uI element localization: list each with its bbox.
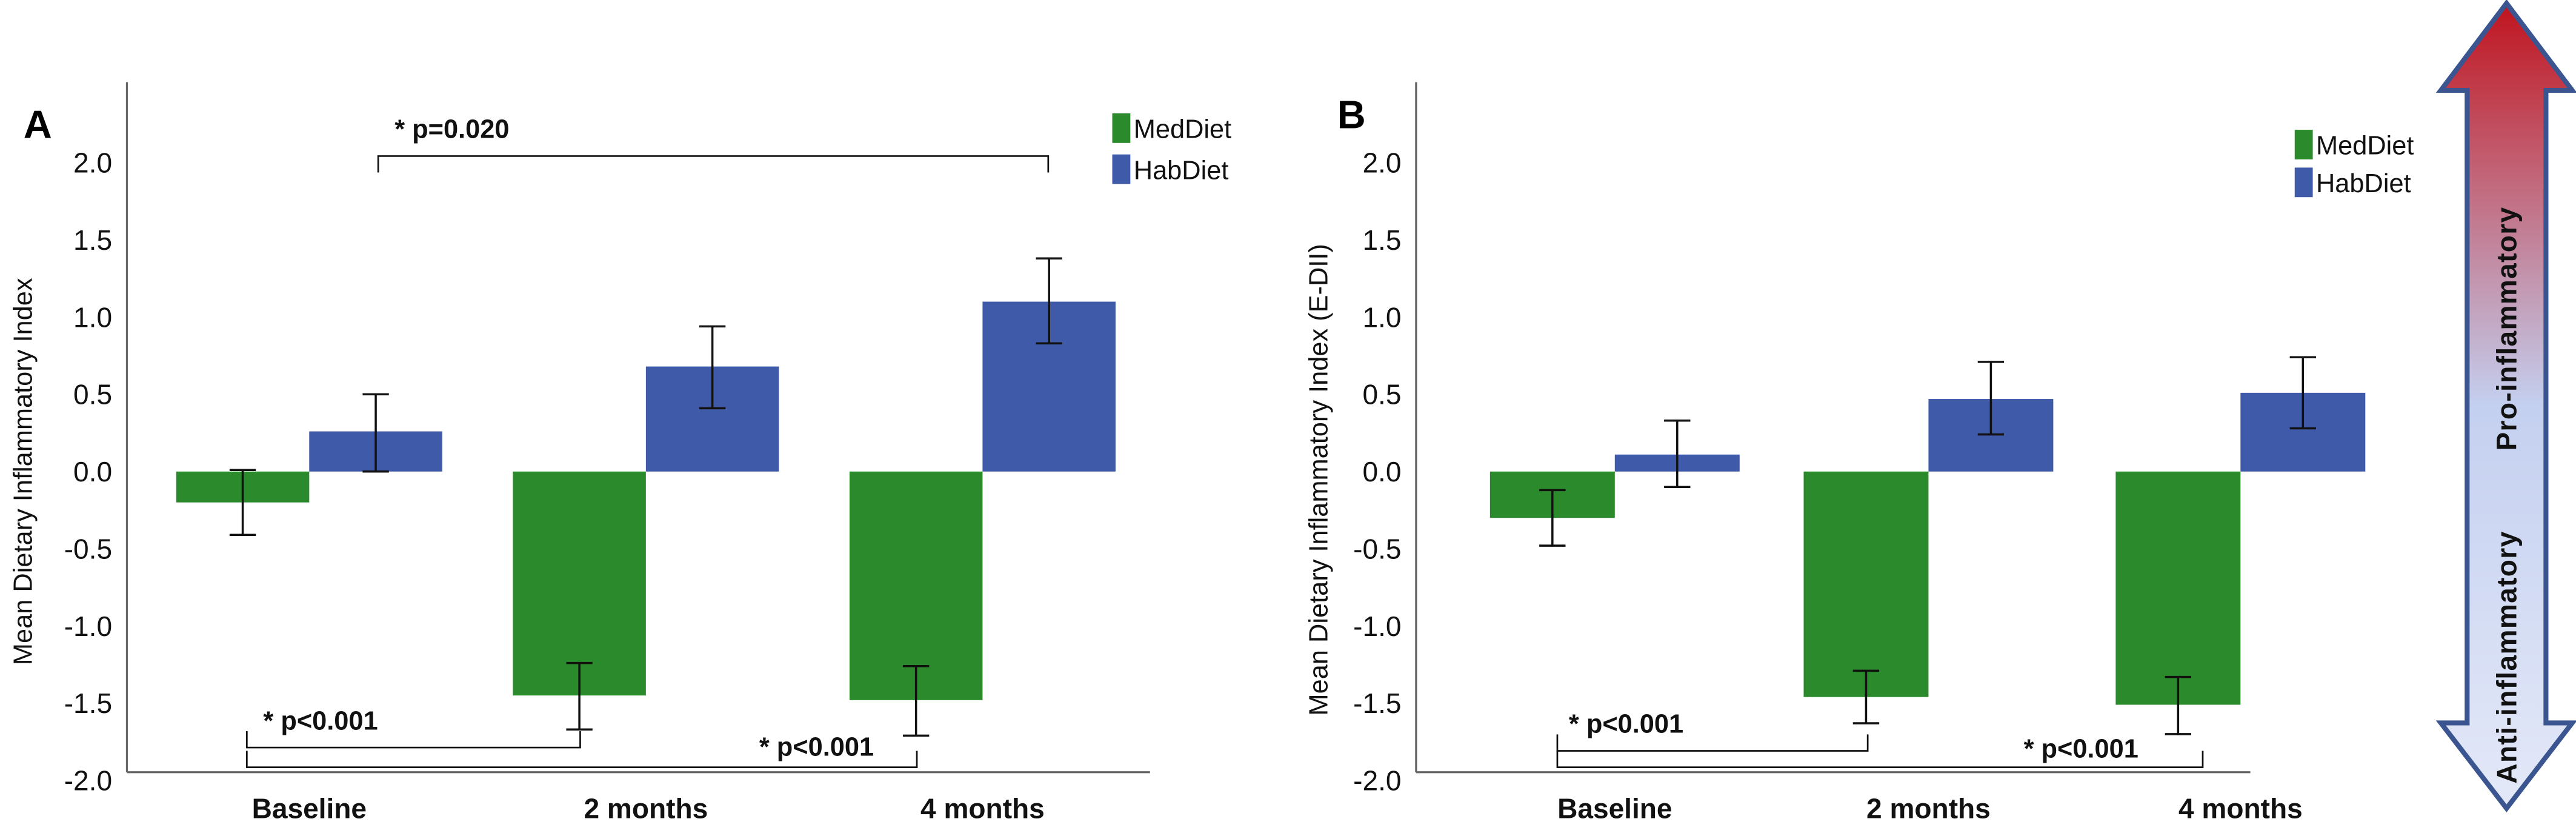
y-tick-label: -1.5: [64, 687, 112, 719]
y-tick-label: 1.5: [73, 224, 112, 256]
bar-meddiet-1: [1803, 471, 1929, 697]
significance-bracket: [377, 155, 1050, 173]
panel-a-y-axis-label: Mean Dietary Inflammatory Index: [8, 278, 38, 665]
pro-inflammatory-label: Pro-inflammatory: [2491, 206, 2523, 450]
panel-b-label: B: [1337, 92, 1366, 136]
y-tick-label: 0.5: [73, 379, 112, 410]
y-tick-label: -2.0: [64, 765, 112, 797]
y-tick-label: -1.5: [1353, 687, 1401, 719]
legend-swatch-meddiet: [1112, 113, 1131, 143]
x-category-label: 4 months: [2178, 793, 2303, 825]
y-tick-label: 1.0: [1362, 301, 1401, 333]
y-tick-label: -0.5: [1353, 533, 1401, 564]
panel-a-chart: A Mean Dietary Inflammatory Index 2.0 1.5…: [8, 82, 1231, 825]
x-category-label: 2 months: [584, 793, 708, 825]
x-category-label: 4 months: [920, 793, 1045, 825]
significance-bracket: [245, 751, 918, 768]
panel-b-chart: B Mean Dietary Inflammatory Index (E-DII…: [1305, 82, 2414, 825]
legend-swatch-habdiet: [1112, 154, 1131, 184]
panel-b-y-axis-label: Mean Dietary Inflammatory Index (E-DII): [1305, 244, 1334, 715]
significance-bracket: [245, 731, 581, 749]
y-tick-label: 0.0: [73, 456, 112, 487]
bar-meddiet-1: [513, 471, 646, 696]
y-tick-label: -1.0: [1353, 611, 1401, 642]
legend-label-meddiet: MedDiet: [1134, 115, 1231, 144]
y-tick-label: 0.0: [1362, 456, 1401, 487]
bar-meddiet-2: [2115, 471, 2241, 705]
inflammatory-scale-arrow: Pro-inflammatory Anti-inflammatory: [2435, 0, 2576, 813]
significance-annotation: * p<0.001: [759, 733, 874, 762]
significance-annotation: * p<0.001: [2024, 734, 2138, 763]
significance-annotation: * p<0.001: [263, 706, 378, 735]
x-category-label: Baseline: [1557, 793, 1672, 825]
y-tick-label: 1.5: [1362, 224, 1401, 256]
significance-annotation: * p=0.020: [394, 115, 509, 144]
x-category-label: 2 months: [1866, 793, 1991, 825]
y-tick-label: 2.0: [73, 147, 112, 179]
significance-bracket: [1556, 734, 1869, 752]
legend-label-habdiet: HabDiet: [2316, 169, 2411, 198]
legend-label-habdiet: HabDiet: [1134, 156, 1229, 185]
y-tick-label: -0.5: [64, 533, 112, 564]
legend-swatch-habdiet: [2294, 167, 2313, 198]
bar-meddiet-2: [849, 471, 983, 700]
x-category-label: Baseline: [252, 793, 367, 825]
y-tick-label: -2.0: [1353, 765, 1401, 797]
significance-bracket: [1556, 751, 2204, 768]
y-tick-label: -1.0: [64, 611, 112, 642]
y-tick-label: 2.0: [1362, 147, 1401, 179]
significance-annotation: * p<0.001: [1569, 710, 1683, 739]
legend-swatch-meddiet: [2294, 130, 2313, 159]
y-tick-label: 0.5: [1362, 379, 1401, 410]
double-arrow-shape: [2435, 0, 2576, 813]
y-tick-label: 1.0: [73, 301, 112, 333]
panel-a-label: A: [24, 102, 52, 147]
legend-label-meddiet: MedDiet: [2316, 132, 2414, 161]
anti-inflammatory-label: Anti-inflammatory: [2491, 530, 2523, 783]
